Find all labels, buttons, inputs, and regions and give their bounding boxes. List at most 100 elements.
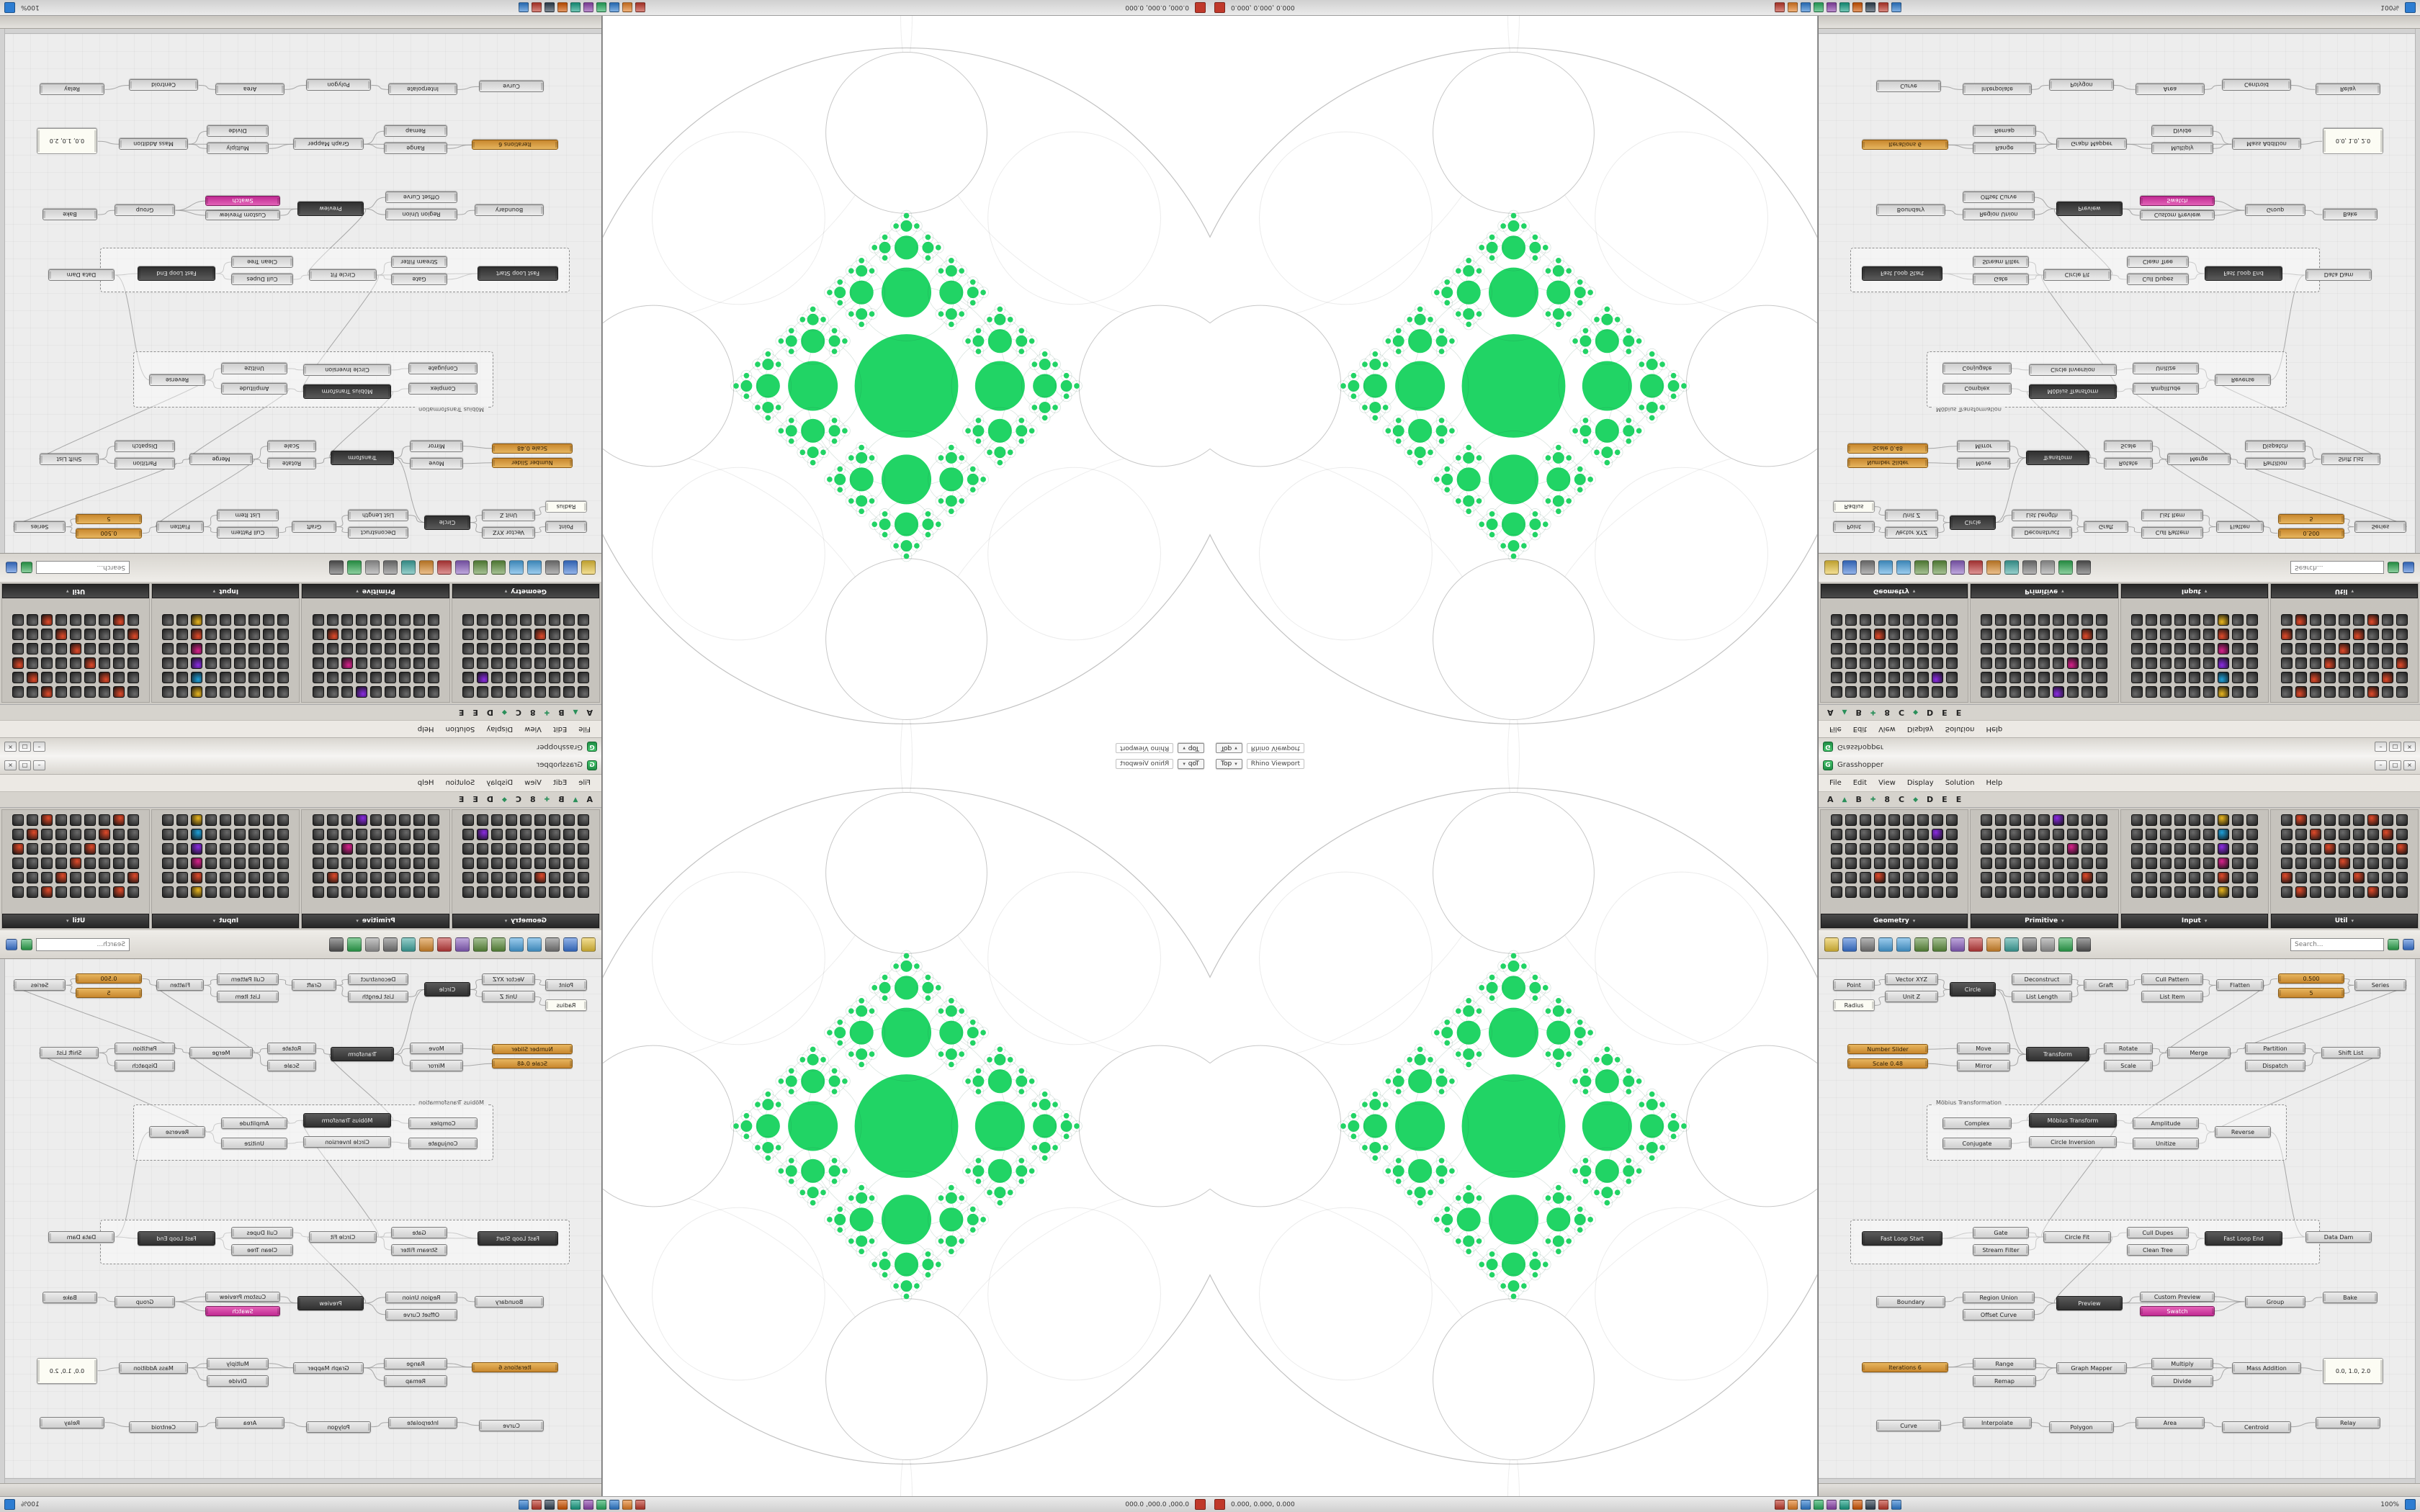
component-icon[interactable]	[205, 872, 218, 883]
component-icon[interactable]	[534, 858, 546, 869]
gh-node[interactable]: Boundary	[1876, 1296, 1945, 1308]
gh-node[interactable]: Graft	[2084, 521, 2128, 533]
ribbon-tab-icon[interactable]: ▲	[573, 708, 578, 716]
gh-node[interactable]: Graph Mapper	[293, 1362, 364, 1374]
gh-node[interactable]: Deconstruct	[2012, 973, 2072, 985]
component-icon[interactable]	[2096, 629, 2108, 640]
component-icon[interactable]	[2081, 814, 2094, 826]
gh-node[interactable]: Möbius Transform	[303, 384, 391, 399]
component-icon[interactable]	[191, 614, 203, 626]
component-icon[interactable]	[2338, 672, 2350, 683]
component-icon[interactable]	[2202, 814, 2215, 826]
component-icon[interactable]	[2202, 643, 2215, 654]
component-icon[interactable]	[577, 614, 589, 626]
component-icon[interactable]	[1946, 814, 1958, 826]
component-icon[interactable]	[563, 858, 575, 869]
component-icon[interactable]	[220, 672, 232, 683]
preview-shaded-icon[interactable]	[347, 560, 362, 575]
taskbar-app-icon[interactable]	[596, 2, 607, 13]
component-icon[interactable]	[1831, 843, 1843, 855]
sketch-icon[interactable]	[437, 560, 452, 575]
preview-wire-icon[interactable]	[2040, 560, 2055, 575]
component-icon[interactable]	[490, 629, 503, 640]
zoom-in-icon[interactable]	[1914, 937, 1929, 952]
settings-icon[interactable]	[2076, 937, 2091, 952]
preview-wire-icon[interactable]	[365, 560, 380, 575]
component-icon[interactable]	[127, 843, 140, 855]
component-icon[interactable]	[341, 643, 353, 654]
component-icon[interactable]	[1946, 686, 1958, 698]
gh-node[interactable]: 5	[76, 988, 142, 998]
component-icon[interactable]	[548, 686, 560, 698]
component-icon[interactable]	[2159, 814, 2172, 826]
component-icon[interactable]	[369, 872, 382, 883]
gh-node[interactable]: Transform	[331, 1047, 394, 1061]
component-icon[interactable]	[2352, 629, 2365, 640]
gh-node[interactable]: Polygon	[2049, 79, 2114, 91]
component-icon[interactable]	[162, 843, 174, 855]
menu-view[interactable]: View	[524, 779, 542, 787]
ribbon-tab-icon[interactable]: ▲	[573, 796, 578, 804]
component-icon[interactable]	[2096, 657, 2108, 669]
gh-node[interactable]: Graph Mapper	[293, 138, 364, 150]
component-icon[interactable]	[2145, 672, 2157, 683]
gh-node[interactable]: Rotate	[2104, 1043, 2153, 1054]
component-icon[interactable]	[12, 814, 24, 826]
ribbon-tab[interactable]: A	[586, 795, 593, 804]
help-icon[interactable]	[6, 938, 17, 950]
component-icon[interactable]	[2381, 614, 2393, 626]
component-icon[interactable]	[398, 872, 411, 883]
component-icon[interactable]	[127, 629, 140, 640]
taskbar-app-icon[interactable]	[519, 1499, 529, 1510]
component-icon[interactable]	[490, 672, 503, 683]
component-icon[interactable]	[263, 657, 275, 669]
component-icon[interactable]	[519, 843, 532, 855]
component-icon[interactable]	[2323, 829, 2336, 840]
component-icon[interactable]	[70, 643, 82, 654]
component-icon[interactable]	[2381, 814, 2393, 826]
component-icon[interactable]	[1981, 614, 1993, 626]
component-icon[interactable]	[41, 814, 53, 826]
component-icon[interactable]	[2067, 858, 2079, 869]
component-icon[interactable]	[2202, 686, 2215, 698]
rhino-viewport[interactable]: Top ▾ Rhino Viewport	[602, 16, 1210, 756]
component-icon[interactable]	[1932, 829, 1944, 840]
ribbon-tab[interactable]: B	[558, 708, 565, 717]
component-icon[interactable]	[248, 614, 261, 626]
component-icon[interactable]	[1917, 629, 1930, 640]
component-icon[interactable]	[2130, 629, 2143, 640]
component-icon[interactable]	[84, 672, 97, 683]
component-icon[interactable]	[312, 858, 324, 869]
component-icon[interactable]	[127, 614, 140, 626]
gh-node[interactable]: Circle Inversion	[303, 364, 391, 376]
component-icon[interactable]	[490, 872, 503, 883]
gh-node[interactable]: Number Slider	[1847, 1044, 1928, 1054]
component-icon[interactable]	[205, 858, 218, 869]
gh-node[interactable]: Cull Pattern	[2141, 527, 2203, 539]
component-icon[interactable]	[577, 814, 589, 826]
gh-node[interactable]: Fast Loop End	[138, 266, 215, 281]
component-icon[interactable]	[2145, 629, 2157, 640]
component-icon[interactable]	[505, 843, 517, 855]
component-icon[interactable]	[1888, 886, 1901, 898]
component-icon[interactable]	[12, 872, 24, 883]
component-icon[interactable]	[398, 672, 411, 683]
settings-icon[interactable]	[2076, 560, 2091, 575]
gh-node[interactable]: Series	[14, 979, 66, 991]
component-icon[interactable]	[384, 629, 396, 640]
gh-node[interactable]: Fast Loop Start	[1862, 1231, 1942, 1246]
gh-node[interactable]: Radius	[1833, 999, 1875, 1011]
gh-node[interactable]: Circle Fit	[2043, 269, 2111, 281]
gh-node[interactable]: Conjugate	[408, 1138, 478, 1149]
component-icon[interactable]	[2009, 657, 2022, 669]
component-icon[interactable]	[2323, 872, 2336, 883]
redo-icon[interactable]	[1896, 937, 1911, 952]
gh-node[interactable]: Circle Inversion	[303, 1136, 391, 1148]
gh-node[interactable]: Cull Dupes	[231, 1227, 293, 1238]
component-icon[interactable]	[2053, 629, 2065, 640]
gh-node[interactable]: Gate	[1973, 274, 2029, 285]
title-bar[interactable]: G Grasshopper – □ ×	[1819, 756, 2420, 775]
component-icon[interactable]	[312, 814, 324, 826]
ribbon-tab[interactable]: 8	[1884, 795, 1891, 804]
component-icon[interactable]	[2038, 643, 2051, 654]
